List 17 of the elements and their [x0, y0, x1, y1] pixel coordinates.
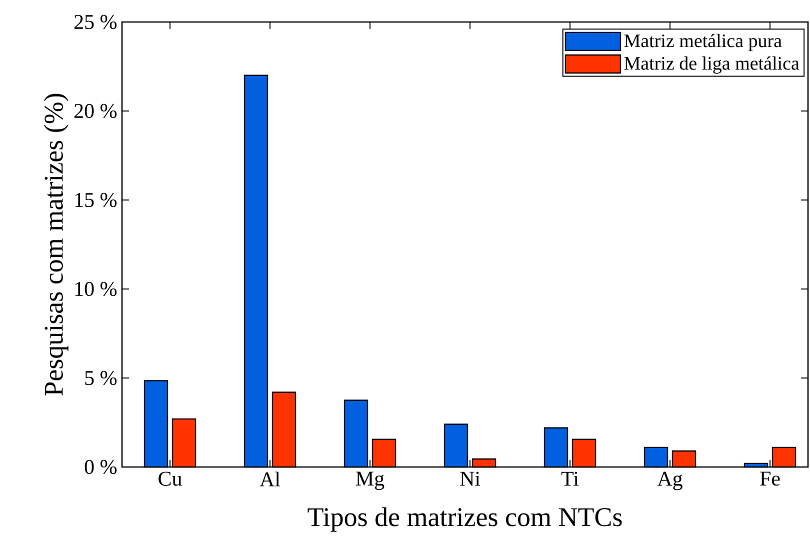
- legend-label: Matriz metálica pura: [624, 34, 782, 52]
- y-tick-label: 25 %: [74, 14, 117, 30]
- x-tick-label: Al: [260, 472, 280, 486]
- y-tick-label: 15 %: [75, 192, 117, 208]
- x-tick-label: Ti: [561, 472, 579, 486]
- x-tick-label: Ag: [657, 472, 682, 490]
- x-tick-label: Ni: [460, 472, 480, 486]
- y-tick-label: 20 %: [74, 104, 117, 118]
- x-tick-label: Cu: [158, 472, 182, 486]
- y-axis-title: Pesquisas com matrizes (%): [44, 94, 68, 396]
- legend-label: Matriz de liga metálica: [624, 56, 800, 74]
- y-tick-label: 5 %: [85, 370, 117, 386]
- y-tick-label: 10 %: [75, 282, 117, 296]
- x-axis-title: Tipos de matrizes com NTCs: [308, 507, 622, 532]
- y-tick-label: 0 %: [84, 460, 117, 474]
- x-tick-label: Fe: [760, 472, 780, 486]
- x-tick-label: Mg: [356, 472, 384, 490]
